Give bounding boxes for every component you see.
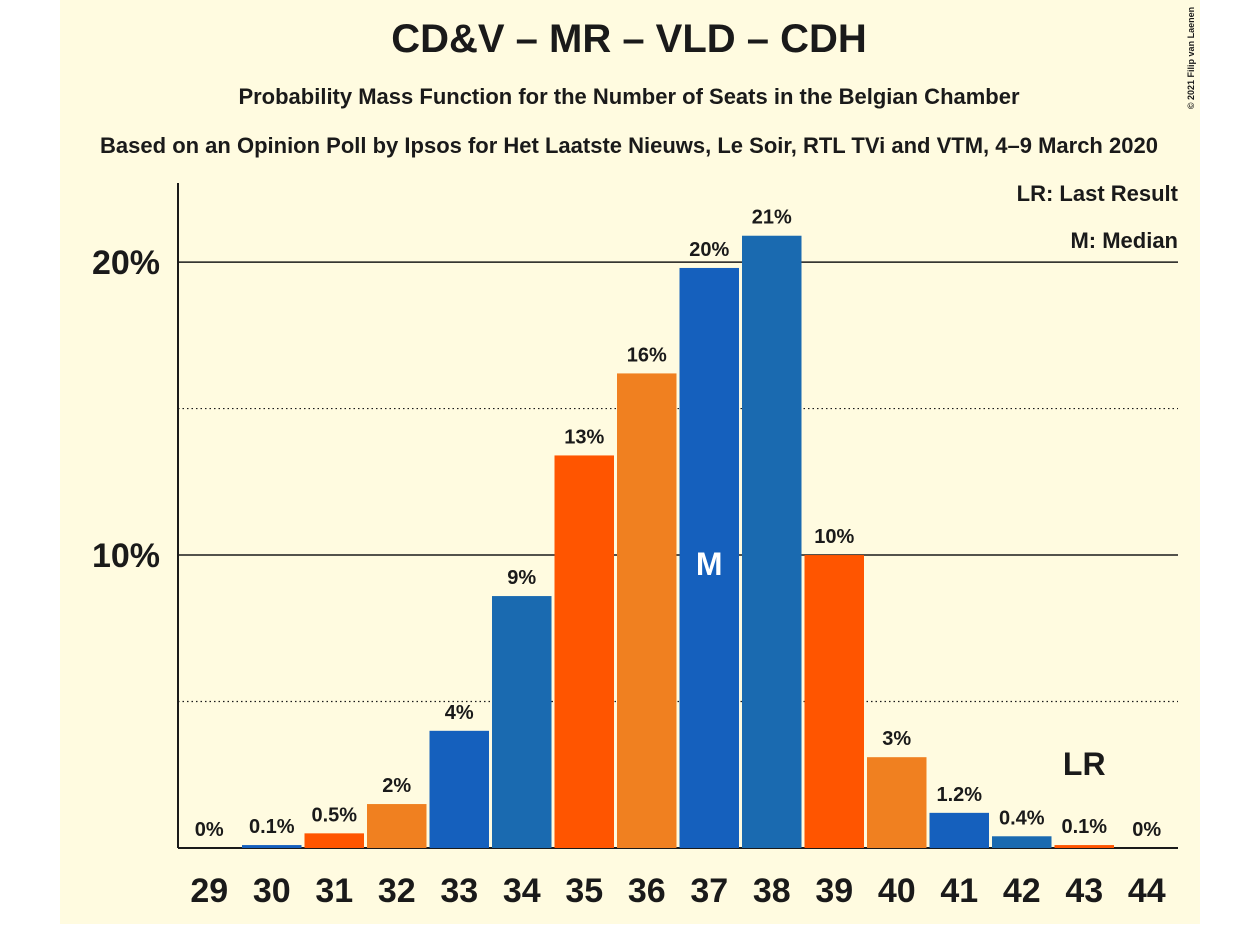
chart-subtitle: Probability Mass Function for the Number… — [238, 84, 1020, 109]
value-label: 16% — [627, 344, 667, 366]
bar — [804, 555, 864, 848]
value-label: 21% — [752, 207, 792, 229]
legend-note: M: Median — [1070, 228, 1178, 253]
x-tick-label: 39 — [815, 872, 853, 910]
x-tick-label: 38 — [753, 872, 791, 910]
value-label: 2% — [382, 775, 411, 797]
bar — [367, 804, 427, 848]
value-label: 0.5% — [311, 804, 357, 826]
bar — [304, 833, 364, 848]
bar — [929, 812, 989, 848]
value-label: 0.1% — [1061, 816, 1107, 838]
x-tick-label: 36 — [628, 872, 666, 910]
y-tick-label: 10% — [92, 537, 160, 575]
value-label: 13% — [564, 426, 604, 448]
value-label: 10% — [814, 526, 854, 548]
x-tick-label: 32 — [378, 872, 416, 910]
x-tick-label: 29 — [190, 872, 228, 910]
bar — [554, 455, 614, 848]
x-tick-label: 41 — [940, 872, 978, 910]
x-tick-label: 37 — [690, 872, 728, 910]
bars — [242, 235, 1114, 849]
bar — [617, 373, 677, 848]
x-tick-label: 34 — [503, 872, 541, 910]
y-tick-label: 20% — [92, 244, 160, 282]
x-tick-label: 40 — [878, 872, 916, 910]
chart-subtitle: Based on an Opinion Poll by Ipsos for He… — [100, 133, 1158, 158]
value-label: 20% — [689, 239, 729, 261]
bar — [742, 235, 802, 849]
legend-note: LR: Last Result — [1017, 181, 1179, 206]
value-label: 4% — [445, 702, 474, 724]
last-result-marker: LR — [1063, 746, 1106, 782]
bar — [1054, 845, 1114, 848]
x-tick-label: 33 — [440, 872, 478, 910]
credit: © 2021 Filip van Laenen — [1186, 7, 1196, 109]
x-tick-label: 30 — [253, 872, 291, 910]
value-label: 0.1% — [249, 816, 295, 838]
x-tick-label: 35 — [565, 872, 603, 910]
x-tick-label: 42 — [1003, 872, 1041, 910]
bar — [992, 836, 1052, 848]
x-tick-label: 44 — [1128, 872, 1166, 910]
value-label: 0% — [195, 819, 224, 841]
value-label: 9% — [507, 567, 536, 589]
x-tick-label: 43 — [1065, 872, 1103, 910]
labels: 10% 20% 29 0% 30 0.1% 31 0.5% 32 2% 33 4% 34 9% 35 13% 3… — [92, 207, 1166, 910]
value-label: 1.2% — [936, 784, 982, 806]
bar — [429, 730, 489, 848]
bar — [679, 267, 739, 848]
value-label: 3% — [882, 728, 911, 750]
value-label: 0.4% — [999, 807, 1045, 829]
bar — [492, 596, 552, 848]
x-tick-label: 31 — [315, 872, 353, 910]
median-marker: M — [696, 546, 723, 582]
bar — [867, 757, 927, 848]
chart-title: CD&V – MR – VLD – CDH — [391, 17, 867, 61]
bar — [242, 845, 302, 848]
value-label: 0% — [1132, 819, 1161, 841]
